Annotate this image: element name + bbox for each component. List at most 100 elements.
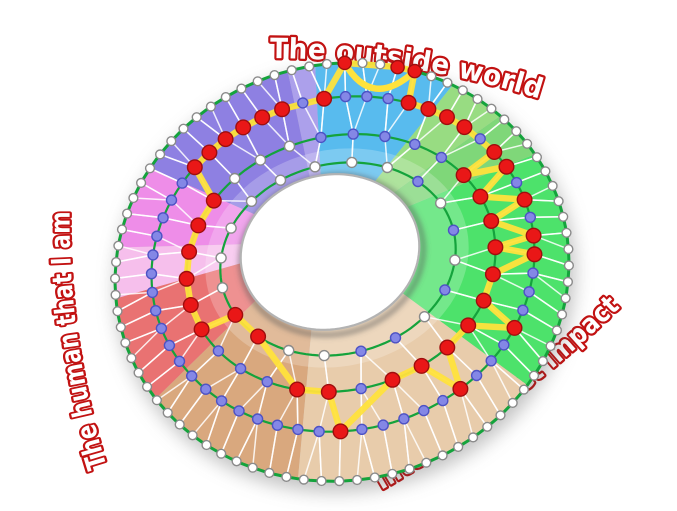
graph-node xyxy=(185,370,198,382)
graph-node xyxy=(193,321,210,338)
graph-node xyxy=(234,362,247,375)
graph-node xyxy=(381,161,393,174)
graph-node xyxy=(186,159,203,176)
graph-node xyxy=(439,339,456,356)
graph-node xyxy=(245,195,258,208)
graph-node xyxy=(507,397,518,409)
graph-node xyxy=(320,383,337,400)
graph-node xyxy=(474,133,486,145)
graph-node xyxy=(201,144,218,161)
graph-node xyxy=(472,188,489,205)
graph-node xyxy=(407,63,423,79)
sector-green-bright xyxy=(402,154,569,386)
graph-node xyxy=(205,192,222,209)
sector-light-purple xyxy=(287,65,321,178)
graph-node xyxy=(404,463,415,475)
graph-node xyxy=(121,208,133,219)
graph-node xyxy=(144,163,156,174)
graph-node xyxy=(136,177,147,189)
graph-node xyxy=(499,114,510,125)
sector-light-pink xyxy=(115,244,243,299)
graph-node xyxy=(163,339,176,352)
graph-node xyxy=(421,457,432,468)
graph-node xyxy=(355,345,367,357)
graph-node xyxy=(220,91,231,103)
graph-node xyxy=(355,382,367,395)
graph-node xyxy=(389,332,402,344)
graph-node xyxy=(468,432,479,443)
graph-node xyxy=(215,252,227,264)
graph-node xyxy=(453,441,464,453)
torus-hole xyxy=(239,173,421,331)
graph-node xyxy=(126,353,137,364)
graph-node xyxy=(133,367,144,378)
graph-node xyxy=(200,383,212,395)
graph-node xyxy=(178,123,189,134)
graph-node xyxy=(269,69,280,81)
graph-node xyxy=(162,407,173,418)
graph-node xyxy=(418,311,431,323)
graph-node xyxy=(545,340,556,352)
graph-node xyxy=(225,222,237,234)
graph-node xyxy=(456,119,473,136)
label-human: The human that I am xyxy=(46,211,114,473)
graph-node xyxy=(449,254,461,266)
graph-node xyxy=(510,176,523,189)
graph-node xyxy=(357,57,368,69)
graph-node xyxy=(377,419,389,431)
graph-node xyxy=(274,174,287,186)
graph-node xyxy=(375,59,386,70)
graph-node xyxy=(413,357,430,374)
graph-node xyxy=(398,413,410,425)
graph-node xyxy=(537,356,549,367)
graph-node xyxy=(286,65,297,76)
graph-node xyxy=(174,419,185,430)
graph-node xyxy=(217,131,234,148)
graph-node xyxy=(254,109,271,126)
graph-node xyxy=(304,61,315,72)
graph-node xyxy=(540,166,551,177)
graph-node xyxy=(315,131,327,144)
graph-node xyxy=(379,130,391,143)
graph-node xyxy=(212,345,225,357)
graph-node xyxy=(563,260,575,271)
graph-node xyxy=(472,93,483,105)
graph-node xyxy=(523,286,535,298)
graph-node xyxy=(215,395,228,407)
graph-node xyxy=(400,94,417,111)
torus-group xyxy=(109,55,575,487)
graph-node xyxy=(384,371,401,388)
graph-node xyxy=(182,297,199,314)
graph-node xyxy=(292,423,304,436)
graph-node xyxy=(309,161,321,173)
graph-node xyxy=(526,246,543,263)
graph-node xyxy=(437,394,449,407)
graph-node xyxy=(487,239,504,256)
graph-node xyxy=(178,270,195,287)
graph-node xyxy=(562,276,574,288)
graph-node xyxy=(191,112,202,123)
graph-node xyxy=(251,413,264,425)
graph-node xyxy=(115,322,126,333)
graph-node xyxy=(316,475,327,487)
graph-node xyxy=(452,380,469,397)
graph-node xyxy=(455,167,472,184)
graph-node xyxy=(439,109,456,126)
graph-node xyxy=(283,140,296,152)
graph-node xyxy=(346,156,358,169)
graph-node xyxy=(475,292,492,309)
graph-node xyxy=(120,337,131,348)
graph-node xyxy=(439,284,451,296)
graph-node xyxy=(318,349,330,362)
graph-node xyxy=(113,240,124,251)
graph-node xyxy=(547,180,558,192)
sector-green-light xyxy=(374,85,501,193)
graph-node xyxy=(442,77,453,88)
graph-node xyxy=(190,217,207,234)
graph-node xyxy=(228,172,241,185)
graph-node xyxy=(321,58,333,70)
graph-node xyxy=(498,339,510,351)
graph-node xyxy=(166,136,177,147)
graph-node xyxy=(352,474,363,486)
graph-node xyxy=(418,404,430,417)
